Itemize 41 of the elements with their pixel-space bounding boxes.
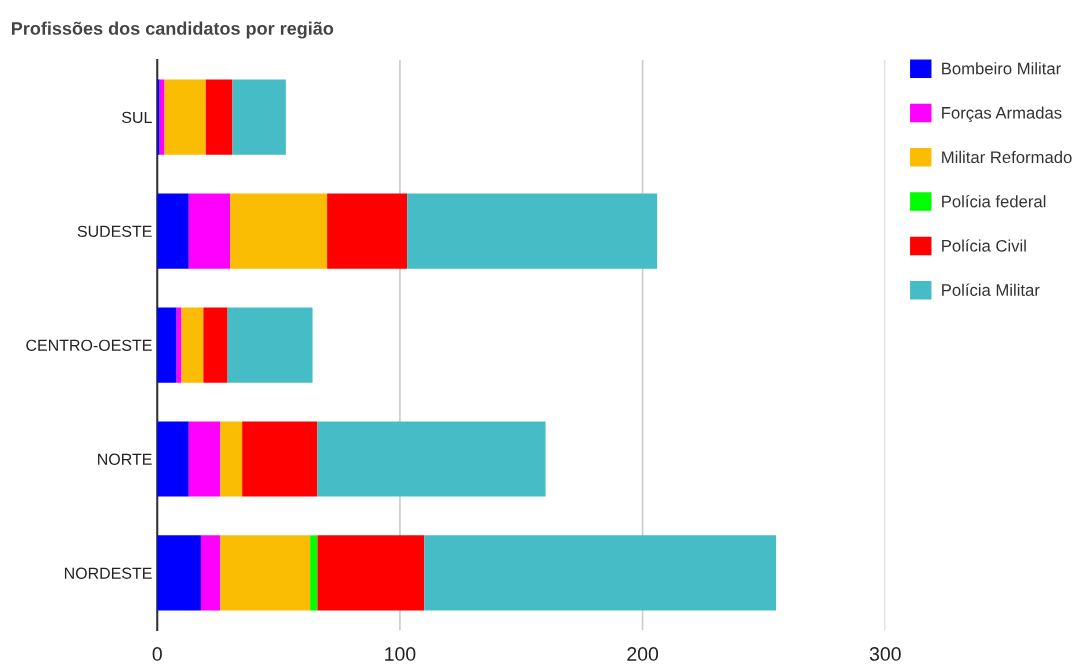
x-tick-label: 200: [627, 647, 659, 661]
bar: [310, 535, 318, 611]
bar: [157, 193, 189, 269]
bar: [227, 307, 313, 383]
legend-label: Bombeiro Militar: [942, 62, 1061, 75]
bar: [164, 79, 206, 155]
y-tick-label: NORTE: [98, 453, 152, 465]
x-tick-label: 0: [152, 647, 162, 661]
x-tick-label: 300: [869, 647, 901, 661]
bar: [327, 193, 408, 269]
y-tick-label: SUDESTE: [77, 225, 152, 238]
x-tick-label: 100: [385, 647, 416, 661]
legend-label: Polícia federal: [942, 194, 1046, 208]
bar: [232, 79, 286, 155]
bar: [188, 421, 221, 497]
y-tick-label: SUL: [122, 111, 152, 124]
bar: [181, 307, 204, 383]
bar: [176, 307, 182, 383]
bar: [230, 193, 328, 269]
legend-label: Militar Reformado: [942, 150, 1072, 164]
bar: [203, 307, 228, 383]
bar: [407, 193, 658, 269]
y-tick-label: CENTRO-OESTE: [26, 339, 152, 351]
bar: [242, 421, 318, 497]
bar: [220, 535, 311, 611]
bar: [157, 535, 201, 611]
bar: [159, 79, 165, 155]
bar: [157, 307, 177, 383]
y-tick-label: NORDESTE: [64, 567, 152, 579]
bar: [205, 79, 233, 155]
legend-label: Forças Armadas: [942, 106, 1062, 123]
bar: [220, 421, 243, 497]
bar: [424, 535, 777, 611]
bar: [200, 535, 221, 611]
bar: [188, 193, 231, 269]
legend-label: Polícia Militar: [942, 283, 1040, 296]
chart-title: Profissões dos candidatos por região: [11, 21, 334, 39]
bar: [317, 535, 425, 611]
legend-label: Polícia Civil: [942, 239, 1026, 252]
bar: [317, 421, 546, 497]
bar: [157, 421, 189, 497]
